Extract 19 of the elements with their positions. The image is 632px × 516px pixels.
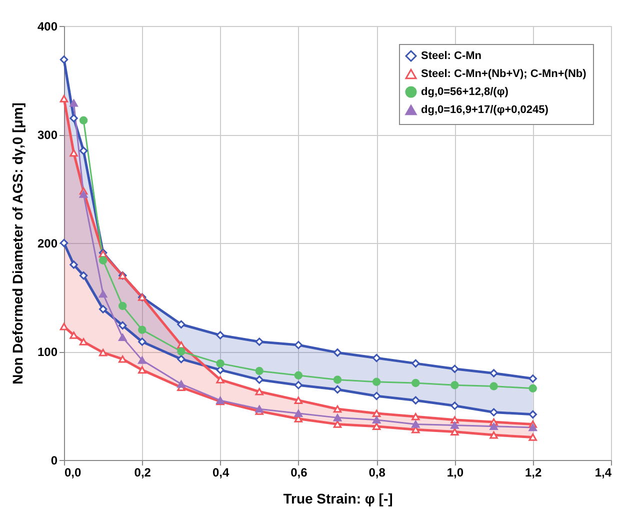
- y-tick-label: 100: [37, 345, 58, 359]
- x-tick-label: 1,0: [446, 466, 464, 480]
- y-axis-title: Non Deformed Diameter of AGS: dγ,0 [μm]: [9, 102, 26, 384]
- legend-label: Steel: C-Mn+(Nb+V); C-Mn+(Nb): [421, 68, 587, 80]
- y-tick-label: 0: [50, 454, 58, 468]
- y-tick-label: 400: [37, 20, 58, 34]
- x-tick-label: 0,0: [64, 466, 82, 480]
- x-tick-label: 0,8: [368, 466, 386, 480]
- legend-label: dg,0=16,9+17/(φ+0,0245): [421, 104, 549, 116]
- x-tick-label: 0,4: [212, 466, 230, 480]
- x-tick-label: 1,4: [594, 466, 612, 480]
- x-tick-label: 1,2: [525, 466, 542, 480]
- legend-label: dg,0=56+12,8/(φ): [421, 86, 509, 98]
- legend-label: Steel: C-Mn: [421, 50, 482, 62]
- y-tick-label: 300: [37, 128, 58, 142]
- y-tick-label: 200: [37, 236, 58, 250]
- x-tick-label: 0,2: [134, 466, 152, 480]
- x-axis-title: True Strain: φ [-]: [283, 490, 393, 506]
- x-tick-label: 0,6: [290, 466, 308, 480]
